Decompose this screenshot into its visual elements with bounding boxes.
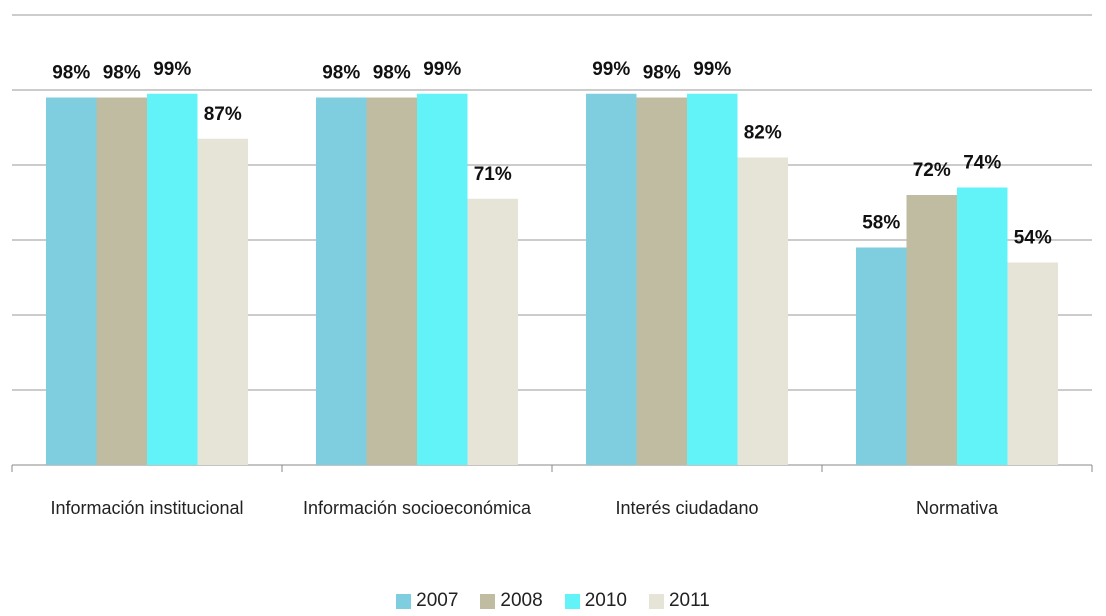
value-label: 98%	[322, 63, 360, 84]
bar	[417, 93, 468, 465]
legend-label: 2008	[500, 590, 543, 611]
bar	[957, 187, 1008, 465]
legend-swatch	[396, 593, 412, 609]
legend-item: 2008	[480, 590, 543, 612]
bar	[46, 97, 97, 465]
bar	[147, 93, 198, 465]
bar	[467, 198, 518, 465]
bar	[636, 97, 687, 465]
bar	[906, 195, 957, 465]
value-label: 82%	[744, 123, 782, 144]
x-tick-label: Normativa	[915, 498, 999, 518]
value-label: 54%	[1014, 228, 1052, 249]
legend-swatch	[564, 593, 580, 609]
bar	[737, 157, 788, 465]
legend-label: 2011	[668, 590, 710, 611]
legend: 2007 2008 2010 2011	[0, 590, 1106, 612]
legend-item: 2010	[564, 590, 627, 612]
legend-item: 2011	[648, 590, 710, 612]
x-tick-label: Información socioeconómica	[302, 498, 532, 518]
x-tick-label: Información institucional	[50, 498, 244, 518]
value-label: 58%	[862, 213, 900, 234]
bar	[586, 93, 637, 465]
value-label: 99%	[592, 59, 630, 80]
bar	[1007, 262, 1058, 465]
bar	[96, 97, 147, 465]
value-label: 98%	[373, 63, 411, 84]
legend-swatch	[480, 593, 496, 609]
value-label: 74%	[963, 153, 1001, 174]
legend-item: 2007	[396, 590, 458, 612]
bar	[366, 97, 417, 465]
legend-label: 2007	[416, 590, 459, 611]
legend-swatch	[648, 593, 664, 609]
value-label: 99%	[423, 59, 461, 80]
bar	[687, 93, 738, 465]
x-tick-label: Interés ciudadano	[615, 498, 759, 518]
legend-label: 2010	[584, 590, 627, 611]
value-label: 98%	[643, 63, 681, 84]
value-label: 72%	[913, 160, 951, 181]
bar	[316, 97, 367, 465]
value-label: 71%	[474, 164, 512, 185]
value-label: 87%	[204, 104, 242, 125]
bar	[856, 247, 907, 465]
value-label: 99%	[153, 59, 191, 80]
bar	[197, 138, 248, 465]
value-label: 98%	[103, 63, 141, 84]
value-label: 98%	[52, 63, 90, 84]
value-label: 99%	[693, 59, 731, 80]
